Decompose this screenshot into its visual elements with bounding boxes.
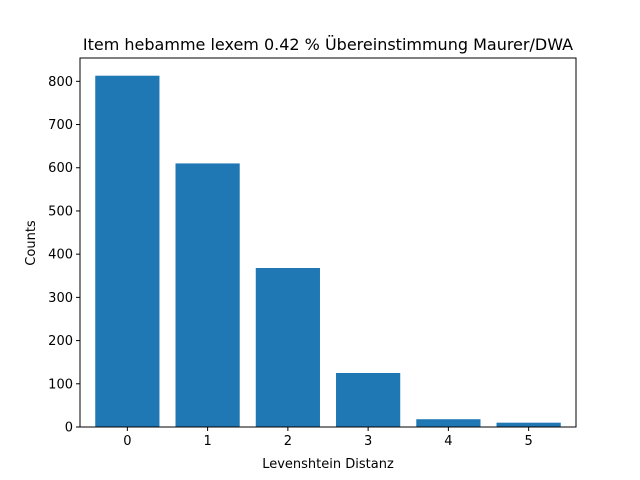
y-tick-label: 100	[48, 377, 73, 392]
x-tick-label: 5	[525, 434, 533, 449]
bar-4	[416, 419, 481, 427]
bar-1	[175, 163, 240, 427]
y-tick-label: 700	[48, 118, 73, 133]
x-tick-label: 2	[284, 434, 292, 449]
bars-group	[95, 75, 561, 427]
y-tick-label: 300	[48, 291, 73, 306]
bar-5	[496, 422, 561, 427]
y-tick-label: 0	[65, 421, 73, 436]
y-ticks: 0 100 200 300 400 500 600 700 800	[48, 75, 80, 436]
y-tick-label: 600	[48, 161, 73, 176]
bar-3	[336, 372, 401, 427]
y-tick-label: 800	[48, 75, 73, 90]
y-tick-label: 400	[48, 248, 73, 263]
y-axis-label: Counts	[24, 220, 39, 266]
bar-0	[95, 75, 160, 427]
y-tick-label: 200	[48, 334, 73, 349]
bar-2	[255, 267, 320, 427]
x-axis-label: Levenshtein Distanz	[262, 457, 394, 472]
x-tick-label: 3	[364, 434, 372, 449]
x-tick-label: 0	[123, 434, 131, 449]
chart-title: Item hebamme lexem 0.42 % Übereinstimmun…	[83, 35, 573, 54]
x-ticks: 0 1 2 3 4 5	[123, 427, 533, 449]
x-tick-label: 1	[203, 434, 211, 449]
y-tick-label: 500	[48, 204, 73, 219]
plot-frame	[79, 57, 577, 428]
x-tick-label: 4	[444, 434, 452, 449]
